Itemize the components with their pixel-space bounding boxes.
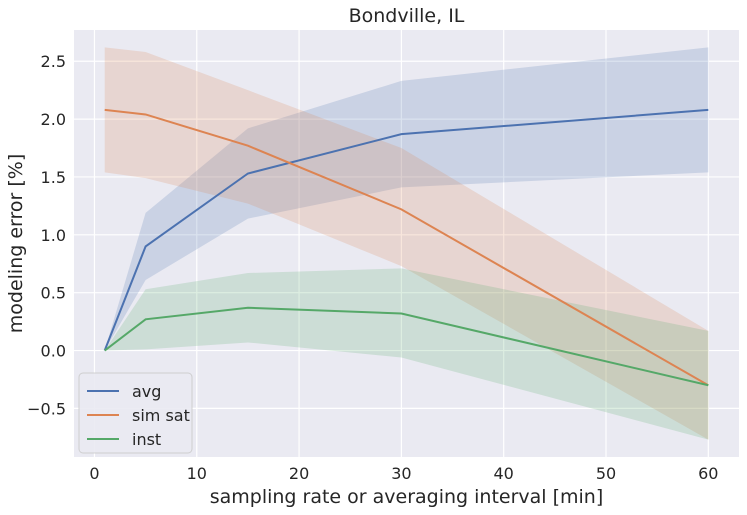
y-tick-label: 0.5 xyxy=(41,284,66,303)
band-sim-sat xyxy=(104,47,709,440)
y-axis-ticks: −0.5 0.0 0.5 1.0 1.5 2.0 2.5 xyxy=(27,52,66,418)
y-axis-label: modeling error [%] xyxy=(5,154,27,334)
y-tick-label: 1.0 xyxy=(41,226,66,245)
legend-entry: avg xyxy=(132,382,161,401)
x-tick-label: 30 xyxy=(391,464,411,483)
chart-title: Bondville, IL xyxy=(349,5,465,27)
x-axis-label: sampling rate or averaging interval [min… xyxy=(210,486,604,508)
x-tick-label: 0 xyxy=(89,464,99,483)
confidence-bands xyxy=(104,47,709,440)
y-tick-label: 0.0 xyxy=(41,342,66,361)
legend: avg sim sat inst xyxy=(78,372,193,454)
y-tick-label: 1.5 xyxy=(41,168,66,187)
x-tick-label: 20 xyxy=(289,464,309,483)
x-axis-ticks: 0 10 20 30 40 50 60 xyxy=(89,464,718,483)
x-tick-label: 60 xyxy=(698,464,718,483)
x-tick-label: 10 xyxy=(187,464,207,483)
y-tick-label: −0.5 xyxy=(27,399,66,418)
legend-entry: inst xyxy=(132,430,161,449)
x-tick-label: 50 xyxy=(596,464,616,483)
band-avg xyxy=(104,47,709,351)
legend-entry: sim sat xyxy=(132,406,190,425)
y-tick-label: 2.0 xyxy=(41,110,66,129)
x-tick-label: 40 xyxy=(494,464,514,483)
legend-frame xyxy=(78,372,193,454)
band-inst xyxy=(104,268,709,440)
y-tick-label: 2.5 xyxy=(41,52,66,71)
series-lines xyxy=(103,108,709,387)
